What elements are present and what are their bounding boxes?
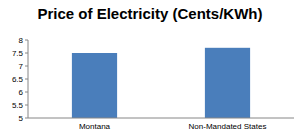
tick-label: 6.5	[12, 75, 24, 84]
category-label: Montana	[79, 122, 111, 131]
tick-label: 7	[19, 62, 24, 71]
y-axis	[28, 40, 29, 118]
chart: Price of Electricity (Cents/KWh) 5 5.5 6 6.5…	[0, 0, 300, 134]
title: Price of Electricity (Cents/KWh)	[37, 5, 262, 22]
x-axis	[28, 118, 294, 119]
bar	[205, 48, 250, 118]
tick-label: 5	[19, 114, 24, 123]
tick-label: 5.5	[12, 101, 24, 110]
category-label: Non-Mandated States	[189, 122, 267, 131]
bars	[72, 48, 250, 118]
tick-label: 7.5	[12, 49, 24, 58]
tick-label: 6	[19, 88, 24, 97]
tick-label: 8	[19, 36, 24, 45]
bar	[72, 53, 117, 118]
